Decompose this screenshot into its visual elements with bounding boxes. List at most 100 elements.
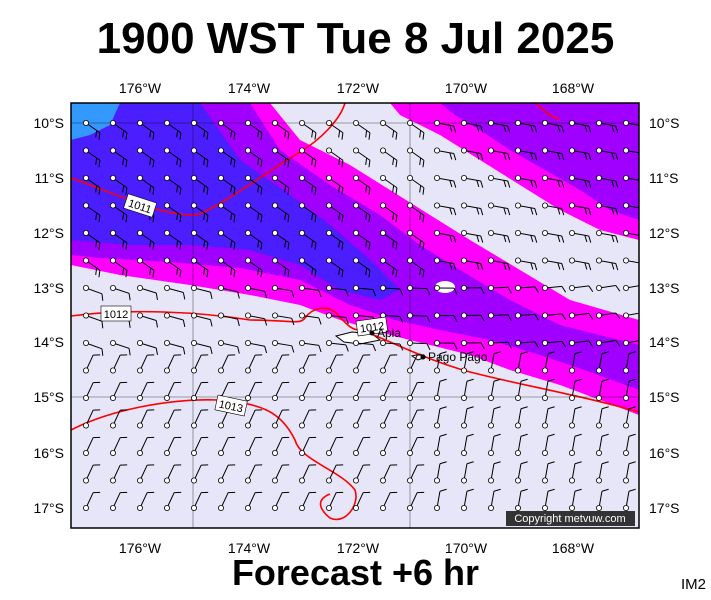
wind-barb — [542, 488, 555, 511]
wind-barb — [623, 351, 636, 374]
wind-barb — [433, 339, 458, 350]
wind-barb — [379, 491, 398, 511]
wind-barb — [190, 409, 209, 429]
wind-barb — [487, 120, 511, 133]
wind-barb — [569, 351, 582, 374]
lat-label: 11°S — [649, 170, 678, 186]
wind-barb — [110, 202, 128, 223]
wind-barb — [110, 436, 128, 456]
wind-barb — [217, 339, 240, 354]
wind-barb — [110, 147, 128, 168]
wind-barb — [596, 406, 609, 429]
wind-barb — [217, 354, 236, 374]
wind-barb — [190, 464, 209, 484]
upolu-island — [334, 331, 382, 345]
wind-barb — [298, 257, 317, 278]
wind-barb — [163, 147, 182, 168]
wind-barb — [569, 339, 594, 348]
isobar-label: 1012 — [355, 316, 389, 337]
wind-barb — [406, 202, 425, 223]
wind-barb — [271, 202, 290, 223]
wind-barb — [352, 409, 371, 429]
svg-text:1013: 1013 — [218, 399, 244, 416]
wind-barb — [271, 147, 290, 168]
wind-barb — [83, 381, 101, 401]
wind-barb — [623, 406, 636, 429]
wind-barb — [487, 406, 501, 429]
wind-barb — [325, 120, 344, 140]
wind-barb — [515, 406, 528, 429]
wind-barb — [110, 257, 128, 278]
copyright-badge — [506, 511, 635, 526]
wind-barb — [217, 284, 240, 299]
wind-barb — [623, 257, 639, 266]
wind-barb — [163, 202, 182, 223]
wind-barb — [569, 257, 592, 271]
wind-barb — [487, 147, 511, 161]
wind-barb — [244, 339, 268, 354]
wind-barb — [136, 436, 155, 456]
wind-barb — [515, 120, 538, 133]
wind-barb — [406, 147, 425, 168]
wind-barb — [271, 381, 290, 401]
lon-label: 176°W — [119, 80, 162, 96]
wind-barb — [542, 312, 567, 321]
wind-barb — [596, 229, 619, 243]
wind-barb — [217, 120, 236, 140]
wind-barb — [542, 174, 565, 188]
wind-barb — [271, 229, 290, 250]
wind-barb — [163, 409, 182, 429]
wind-barb — [515, 257, 538, 271]
wind-barb — [271, 491, 290, 511]
wind-barb — [379, 339, 404, 351]
isobar-label: 1012 — [100, 305, 132, 322]
wind-barb — [298, 174, 317, 195]
wind-barb — [433, 174, 457, 188]
wind-barb — [623, 378, 636, 401]
wind-barb — [406, 381, 425, 401]
wind-barb — [406, 436, 425, 456]
lon-labels-bottom: 176°W 174°W 172°W 170°W 168°W — [119, 540, 595, 556]
wind-barb — [271, 436, 290, 456]
wind-barb — [433, 284, 458, 295]
wind-barb — [542, 257, 565, 271]
wind-barb — [190, 174, 209, 195]
lon-labels-top: 176°W 174°W 172°W 170°W 168°W — [119, 80, 595, 96]
wind-barb — [110, 339, 131, 356]
wind-barb — [542, 433, 555, 456]
wind-barb — [542, 406, 555, 429]
wind-barb — [190, 436, 209, 456]
wind-barb — [83, 312, 104, 329]
wind-barb — [298, 409, 317, 429]
wind-barb — [83, 202, 101, 223]
wind-barb — [460, 406, 474, 429]
product-code: IM2 — [681, 576, 707, 593]
wind-barbs — [83, 120, 639, 511]
wind-barb — [110, 174, 128, 195]
wind-barb — [163, 284, 186, 300]
wind-barb — [136, 339, 158, 355]
wind-barb — [487, 229, 511, 243]
wind-barb — [460, 312, 485, 322]
wind-barb — [460, 202, 484, 216]
wind-barb — [433, 433, 447, 456]
wind-barb — [110, 120, 128, 140]
wind-barb — [244, 120, 263, 140]
lat-label: 13°S — [33, 280, 64, 296]
wind-barb — [271, 339, 295, 353]
wind-barb — [190, 284, 213, 300]
wind-barb — [325, 354, 344, 374]
wind-barb — [433, 229, 457, 243]
wind-barb — [190, 354, 209, 374]
wind-barb — [190, 147, 209, 168]
wind-barb — [487, 378, 501, 401]
wind-barb — [217, 312, 240, 327]
isobars — [71, 103, 639, 521]
lat-label: 10°S — [649, 115, 680, 131]
wind-barb — [217, 436, 236, 456]
wind-barb — [515, 433, 528, 456]
wind-barb — [298, 339, 322, 353]
wind-barb — [379, 284, 404, 296]
wind-barb — [406, 120, 425, 140]
wind-barb — [298, 464, 317, 484]
